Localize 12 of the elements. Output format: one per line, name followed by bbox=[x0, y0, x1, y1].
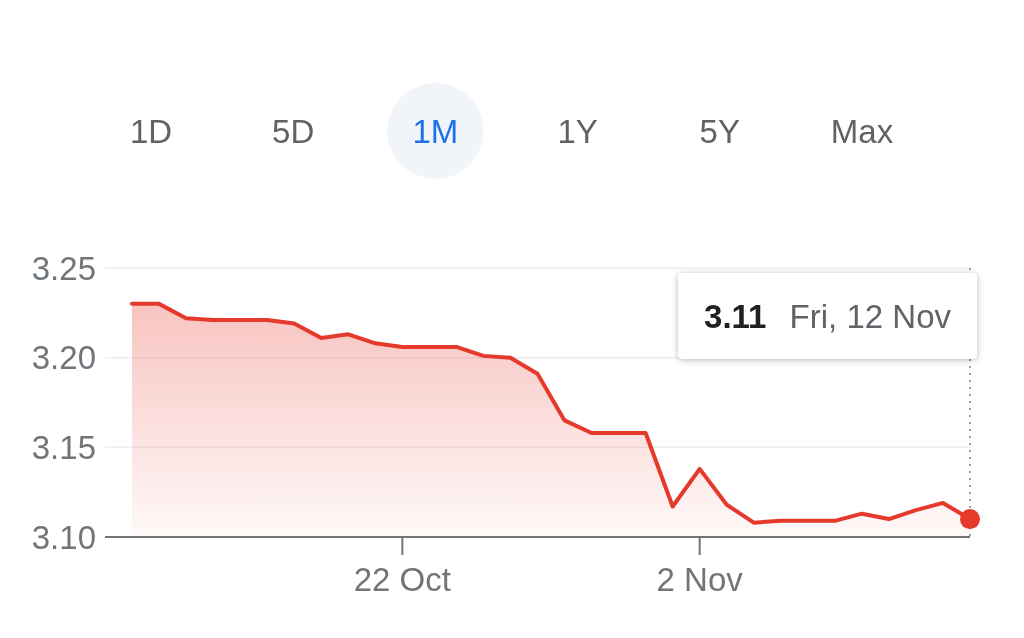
x-tick-label: 22 Oct bbox=[353, 560, 451, 598]
x-tick-label: 2 Nov bbox=[656, 560, 744, 598]
text: 5D bbox=[272, 112, 315, 150]
text: 1M bbox=[412, 112, 459, 150]
y-tick-label: 3.15 bbox=[31, 428, 96, 466]
text: 1D bbox=[129, 112, 173, 150]
text: 5Y bbox=[699, 112, 740, 150]
y-tick-label: 3.10 bbox=[31, 518, 96, 556]
y-tick-label: 3.20 bbox=[31, 339, 96, 377]
y-tick-label: 3.25 bbox=[31, 249, 96, 287]
text: Max bbox=[830, 112, 894, 150]
text: 1Y bbox=[557, 112, 598, 150]
